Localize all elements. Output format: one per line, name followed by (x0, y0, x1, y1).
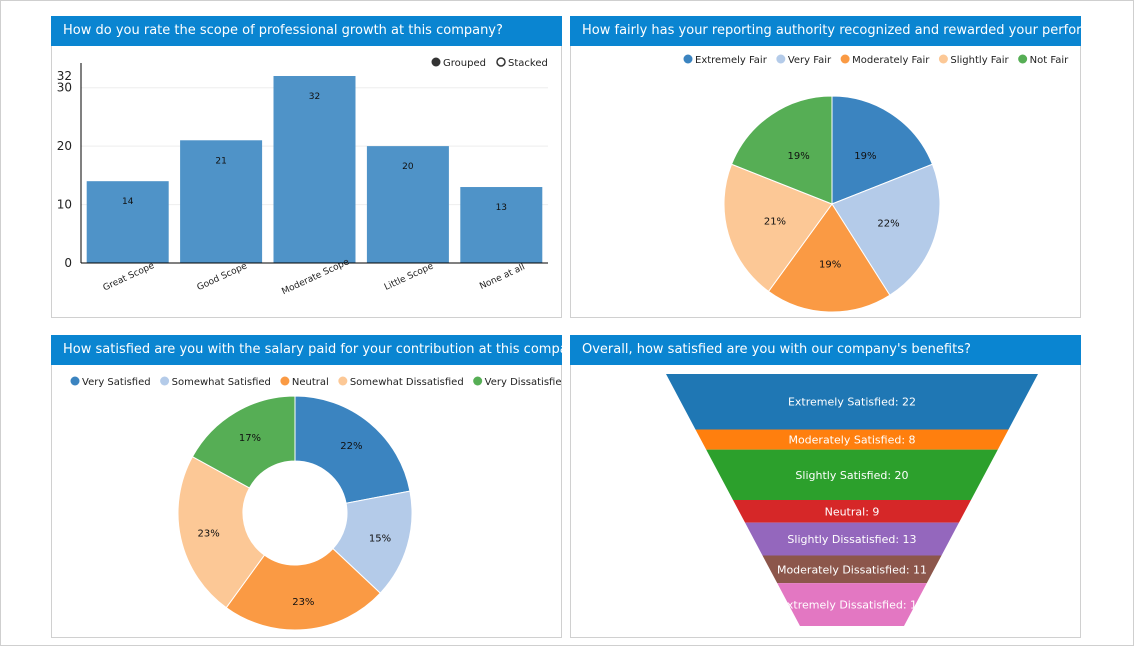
salary-slice-label: 22% (340, 441, 362, 452)
y-tick-label: 0 (64, 256, 72, 270)
fairness-slice-slightly-fair[interactable] (723, 163, 833, 293)
fairness-legend-marker[interactable] (1018, 54, 1028, 64)
funnel-segment-label: Moderately Dissatisfied: 11 (777, 563, 927, 576)
funnel-segment-label: Slightly Dissatisfied: 13 (787, 533, 916, 546)
fairness-legend-slightly-fair: Slightly Fair (950, 55, 1009, 66)
bar-none-at-all[interactable] (460, 187, 543, 263)
salary-legend-neutral: Neutral (292, 377, 329, 388)
salary-legend: Very Satisfied Somewhat Satisfied Neutral S… (70, 376, 561, 388)
salary-legend-somewhat-satisfied: Somewhat Satisfied (172, 377, 271, 388)
x-tick-label: Little Scope (383, 261, 436, 293)
fairness-slice-moderately-fair[interactable] (767, 203, 891, 313)
salary-slice-label: 23% (292, 597, 314, 608)
x-tick-label: Good Scope (196, 261, 250, 293)
bar-value-label: 20 (402, 162, 414, 172)
funnel-segment-slightly-satisfied[interactable] (706, 449, 998, 500)
fairness-legend-marker[interactable] (840, 54, 850, 64)
fairness-slice-very-fair[interactable] (831, 163, 941, 296)
legend-grouped-label: Grouped (443, 58, 486, 69)
x-tick-label: None at all (478, 262, 526, 292)
fairness-slice-extremely-fair[interactable] (831, 95, 934, 205)
salary-slice-very-satisfied[interactable] (294, 395, 411, 504)
salary-legend-very-dissatisfied: Very Dissatisfied (485, 377, 561, 388)
fairness-pie-chart: Extremely Fair Very Fair Moderately Fair Sl… (683, 54, 1069, 313)
fairness-legend-very-fair: Very Fair (788, 55, 832, 66)
fairness-panel: How fairly has your reporting authority … (570, 16, 1081, 318)
growth-scope-panel: How do you rate the scope of professiona… (51, 16, 562, 318)
bar-value-label: 14 (122, 197, 134, 207)
fairness-slice-label: 21% (764, 217, 786, 228)
salary-legend-marker[interactable] (473, 376, 483, 386)
salary-legend-marker[interactable] (338, 376, 348, 386)
legend-grouped-radio[interactable] (431, 57, 441, 67)
fairness-slice-label: 19% (787, 151, 809, 162)
fairness-legend-marker[interactable] (938, 54, 948, 64)
y-tick-label: 10 (57, 198, 72, 212)
salary-slice-label: 23% (198, 528, 220, 539)
bar-great-scope[interactable] (86, 181, 169, 263)
y-max-label: 32 (57, 69, 72, 83)
benefits-title: Overall, how satisfied are you with our … (570, 335, 1081, 365)
fairness-slice-label: 19% (854, 151, 876, 162)
growth-scope-title: How do you rate the scope of professiona… (51, 16, 562, 46)
funnel-segment-label: Slightly Satisfied: 20 (795, 469, 908, 482)
fairness-legend-extremely-fair: Extremely Fair (695, 55, 768, 66)
salary-slice-label: 15% (369, 534, 391, 545)
funnel-segment-label: Moderately Satisfied: 8 (788, 434, 915, 447)
bar-value-label: 13 (496, 203, 507, 213)
salary-slice-somewhat-dissatisfied[interactable] (177, 455, 266, 609)
funnel-segment-label: Extremely Dissatisfied: 17 (780, 599, 924, 612)
salary-slice-very-dissatisfied[interactable] (191, 395, 296, 489)
funnel-segment-extremely-satisfied[interactable] (666, 374, 1038, 430)
fairness-legend: Extremely Fair Very Fair Moderately Fair Sl… (683, 54, 1069, 66)
funnel-segment-slightly-dissatisfied[interactable] (745, 522, 959, 556)
salary-title: How satisfied are you with the salary pa… (51, 335, 562, 365)
y-tick-label: 30 (57, 81, 72, 95)
fairness-title: How fairly has your reporting authority … (570, 16, 1081, 46)
fairness-slice-not-fair[interactable] (730, 95, 833, 205)
funnel-segment-moderately-dissatisfied[interactable] (762, 555, 942, 584)
bar-legend: Grouped Stacked (431, 57, 548, 69)
fairness-legend-moderately-fair: Moderately Fair (852, 55, 930, 66)
salary-slice-label: 17% (239, 433, 261, 444)
fairness-legend-marker[interactable] (683, 54, 693, 64)
funnel-segment-extremely-dissatisfied[interactable] (777, 583, 927, 626)
salary-slice-neutral[interactable] (225, 547, 381, 631)
salary-legend-marker[interactable] (70, 376, 80, 386)
benefits-funnel-chart: Extremely Satisfied: 22 Moderately Satisf… (666, 374, 1038, 626)
salary-legend-very-satisfied: Very Satisfied (82, 377, 151, 388)
legend-stacked-label: Stacked (508, 58, 548, 69)
bar-value-label: 32 (309, 92, 320, 102)
x-tick-label: Great Scope (102, 261, 157, 294)
fairness-legend-not-fair: Not Fair (1030, 55, 1069, 66)
fairness-slice-label: 19% (819, 259, 841, 270)
funnel-segment-neutral[interactable] (733, 500, 971, 523)
salary-legend-somewhat-dissatisfied: Somewhat Dissatisfied (350, 377, 464, 388)
fairness-slice-label: 22% (877, 218, 899, 229)
funnel-segment-moderately-satisfied[interactable] (695, 429, 1009, 450)
bar-moderate-scope[interactable] (273, 76, 356, 263)
bar-good-scope[interactable] (180, 140, 263, 263)
salary-donut-chart: Very Satisfied Somewhat Satisfied Neutral S… (70, 376, 561, 631)
salary-legend-marker[interactable] (160, 376, 170, 386)
bar-little-scope[interactable] (366, 146, 449, 263)
fairness-legend-marker[interactable] (776, 54, 786, 64)
salary-panel: How satisfied are you with the salary pa… (51, 335, 562, 638)
bar-value-label: 21 (215, 156, 226, 166)
y-tick-label: 20 (57, 139, 72, 153)
benefits-panel: Overall, how satisfied are you with our … (570, 335, 1081, 638)
funnel-segment-label: Neutral: 9 (825, 505, 880, 518)
legend-stacked-radio[interactable] (496, 57, 506, 67)
salary-legend-marker[interactable] (280, 376, 290, 386)
funnel-segment-label: Extremely Satisfied: 22 (788, 396, 916, 409)
